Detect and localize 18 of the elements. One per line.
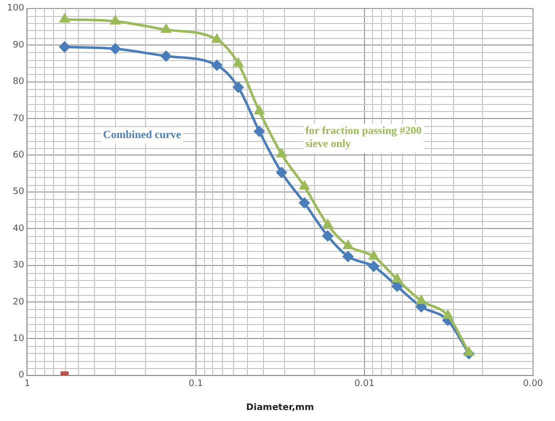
x-tick-label: 0.00 <box>522 379 544 390</box>
x-tick-label: 1 <box>24 379 30 390</box>
y-tick-label: 30 <box>12 260 24 271</box>
y-tick-label: 50 <box>12 187 24 198</box>
x-tick-label: 0.01 <box>354 379 374 390</box>
y-tick-label: 100 <box>6 4 24 14</box>
x-axis-title: Diameter,mm <box>246 402 314 413</box>
series-label: for fraction passing #200 sieve only <box>305 125 422 150</box>
y-tick-label: 20 <box>12 297 24 308</box>
y-tick-label: 70 <box>12 114 24 124</box>
x-tick-label: 0.1 <box>188 379 203 390</box>
text: Combined curve <box>103 128 182 141</box>
y-tick-label: 90 <box>12 40 24 50</box>
y-tick-label: 60 <box>12 150 24 161</box>
y-tick-label: 40 <box>12 224 24 234</box>
y-tick-label: 0 <box>18 370 24 381</box>
y-tick-label: 80 <box>12 77 24 88</box>
y-tick-label: 10 <box>12 334 24 344</box>
